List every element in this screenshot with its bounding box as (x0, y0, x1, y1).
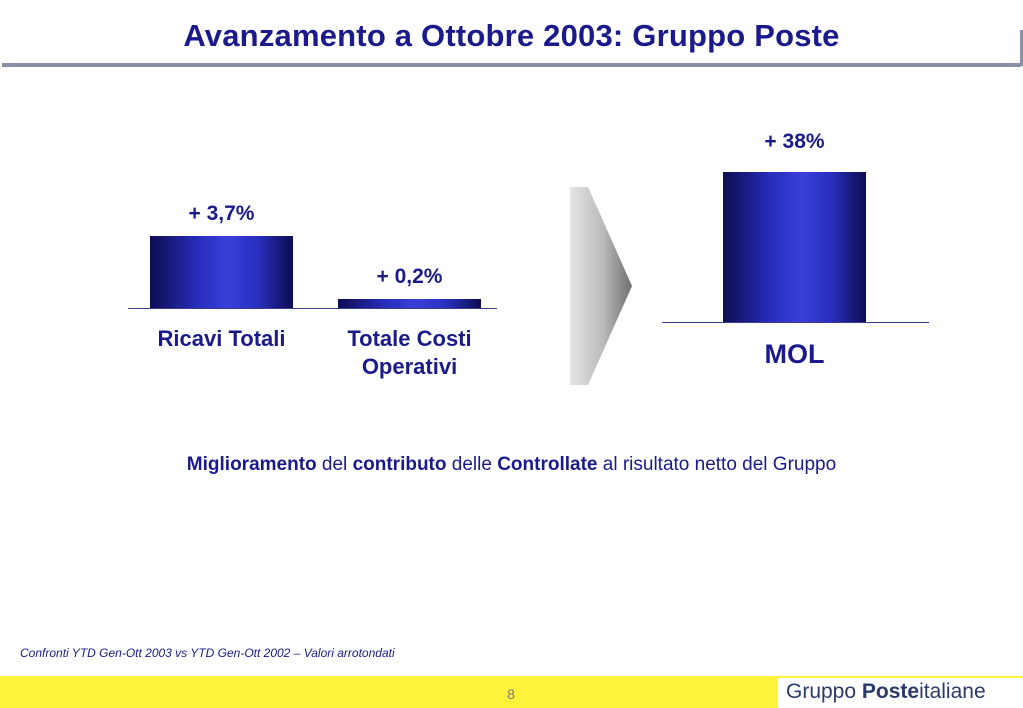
data-label: + 0,2% (376, 265, 443, 288)
bar-mol (723, 172, 866, 322)
slide-title: Avanzamento a Ottobre 2003: Gruppo Poste (183, 18, 840, 53)
statement-part: contributo (352, 454, 447, 475)
statement-part: del (316, 454, 353, 475)
chart-baseline (128, 308, 497, 309)
category-label: Ricavi Totali (157, 326, 286, 351)
title-divider-edge (1020, 30, 1023, 66)
data-label: + 38% (764, 130, 825, 153)
category-label: MOL (764, 339, 825, 369)
gruppo-poste-italiane-logo: Gruppo Posteitaliane (778, 678, 1023, 708)
statement-part: Controllate (497, 454, 598, 475)
logo-text-poste: Poste (861, 680, 920, 703)
title-divider (2, 63, 1021, 67)
bar-totale-costi-operativi (338, 299, 481, 308)
chart-baseline (662, 322, 929, 323)
chevron-right-icon (570, 187, 632, 385)
category-label: Totale Costi Operativi (347, 326, 472, 379)
bar-ricavi-totali (150, 236, 293, 308)
data-label: + 3,7% (188, 202, 255, 225)
statement-part: Miglioramento (186, 454, 317, 475)
logo-text-gruppo: Gruppo (786, 680, 862, 703)
footnote: Confronti YTD Gen-Ott 2003 vs YTD Gen-Ot… (20, 646, 395, 660)
statement-part: delle (446, 454, 498, 475)
page-number: 8 (507, 686, 515, 702)
logo-text-italiane: italiane (919, 680, 986, 703)
statement-part: al risultato netto del Gruppo (597, 454, 837, 475)
summary-statement: Miglioramento del contributo delle Contr… (0, 454, 1023, 476)
